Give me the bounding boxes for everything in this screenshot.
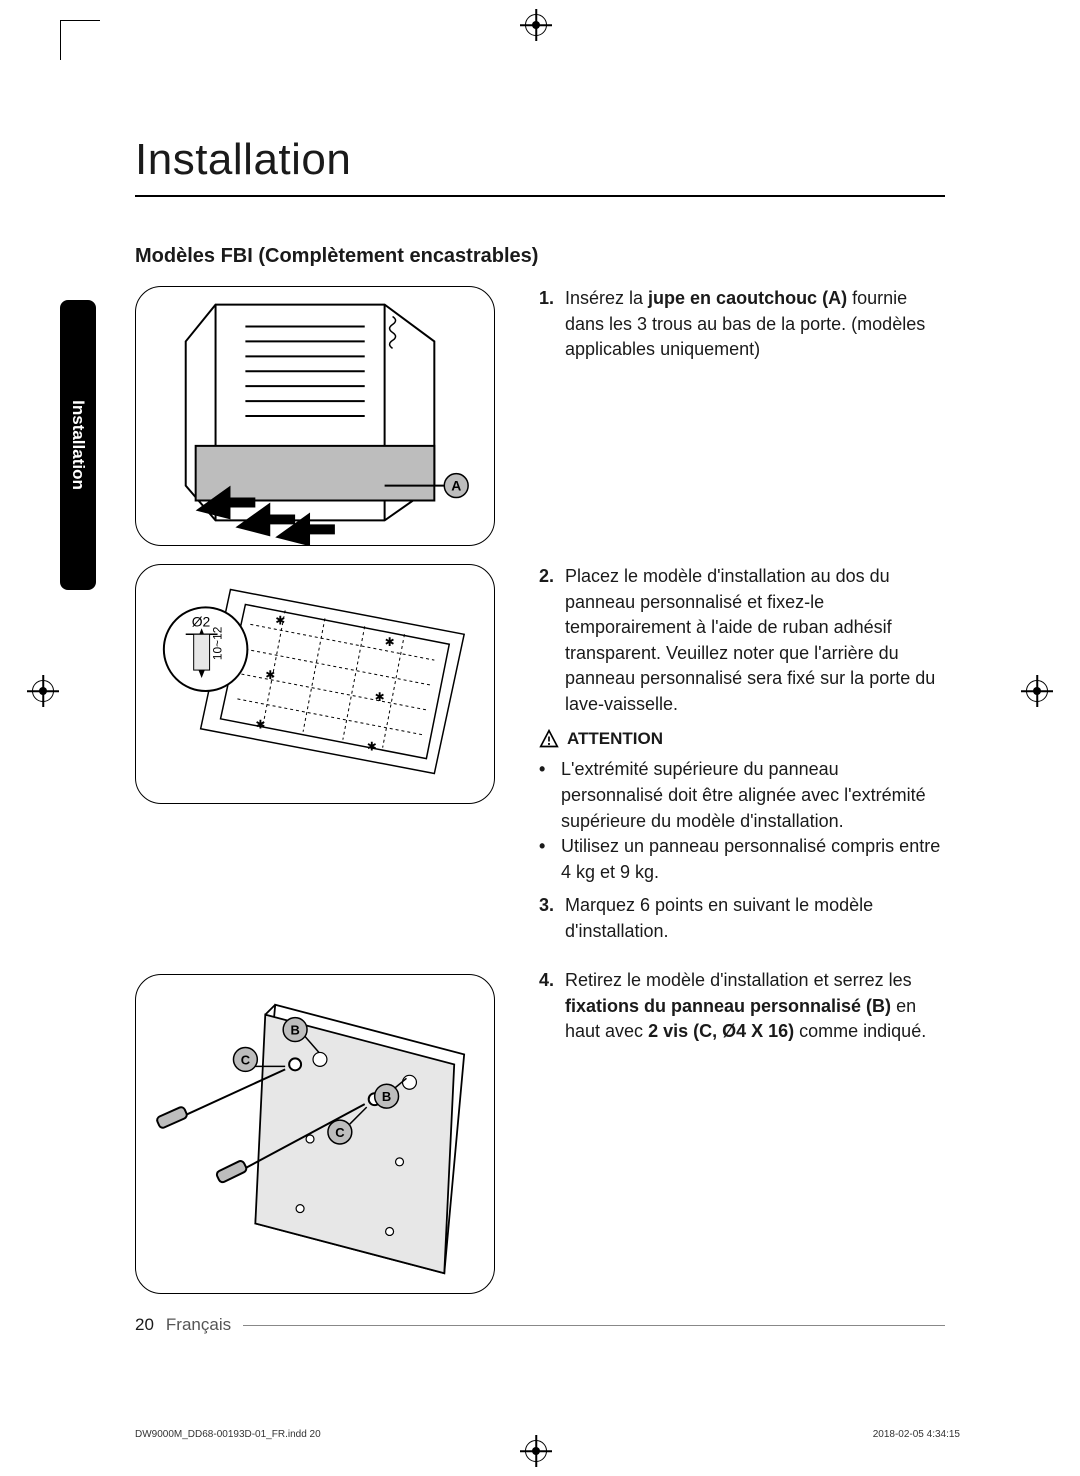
svg-text:✱: ✱ [255, 718, 265, 732]
registration-mark-icon [525, 14, 547, 36]
svg-text:✱: ✱ [265, 668, 275, 682]
attention-bullet: L'extrémité supérieure du panneau person… [539, 757, 945, 834]
svg-text:✱: ✱ [385, 635, 395, 649]
page-footer: 20 Français [135, 1315, 945, 1335]
svg-text:✱: ✱ [375, 690, 385, 704]
callout-a-label: A [451, 478, 461, 494]
step-row-1: A 1. Insérez la jupe en caoutchouc (A) f… [135, 286, 945, 546]
footer-rule [243, 1325, 945, 1326]
svg-text:✱: ✱ [367, 740, 377, 754]
svg-text:✱: ✱ [275, 613, 285, 627]
step-row-2: ✱ ✱ ✱ ✱ ✱ ✱ Ø2 [135, 564, 945, 950]
figure-fixations: B B C C [135, 974, 495, 1294]
svg-text:Ø2: Ø2 [192, 613, 211, 629]
step-number: 2. [539, 564, 565, 717]
page-title: Installation [135, 135, 945, 197]
step-4: 4. Retirez le modèle d'installation et s… [539, 968, 945, 1045]
svg-text:10~12: 10~12 [211, 626, 225, 660]
imprint-file: DW9000M_DD68-00193D-01_FR.indd 20 [135, 1429, 321, 1440]
section-tab-label: Installation [68, 400, 88, 490]
svg-text:B: B [382, 1089, 391, 1104]
figure-rubber-skirt: A [135, 286, 495, 546]
step-2: 2. Placez le modèle d'installation au do… [539, 564, 945, 717]
section-subtitle: Modèles FBI (Complètement encastrables) [135, 245, 945, 268]
step-1: 1. Insérez la jupe en caoutchouc (A) fou… [539, 286, 945, 363]
page-language: Français [166, 1315, 231, 1335]
svg-text:C: C [241, 1053, 250, 1068]
imprint-line: DW9000M_DD68-00193D-01_FR.indd 20 2018-0… [135, 1429, 960, 1440]
svg-text:C: C [335, 1125, 344, 1140]
registration-mark-icon [32, 680, 54, 702]
attention-label: ATTENTION [567, 727, 663, 751]
registration-mark-icon [525, 1440, 547, 1462]
page-number: 20 [135, 1315, 154, 1335]
page-content: Installation Modèles FBI (Complètement e… [135, 135, 945, 1335]
step-text: Marquez 6 points en suivant le modèle d'… [565, 893, 945, 944]
step-3: 3. Marquez 6 points en suivant le modèle… [539, 893, 945, 944]
imprint-stamp: 2018-02-05 4:34:15 [873, 1429, 960, 1440]
step-row-3: B B C C [135, 968, 945, 1294]
step-number: 3. [539, 893, 565, 944]
svg-text:B: B [290, 1023, 299, 1038]
attention-bullet: Utilisez un panneau personnalisé compris… [539, 834, 945, 885]
figure-template: ✱ ✱ ✱ ✱ ✱ ✱ Ø2 [135, 564, 495, 804]
crop-mark [60, 20, 100, 60]
step-text: Placez le modèle d'installation au dos d… [565, 564, 945, 717]
step-text: Retirez le modèle d'installation et serr… [565, 968, 945, 1045]
section-tab: Installation [60, 300, 96, 590]
warning-icon [539, 729, 559, 749]
attention-heading: ATTENTION [539, 727, 945, 751]
step-number: 1. [539, 286, 565, 363]
step-number: 4. [539, 968, 565, 1045]
registration-mark-icon [1026, 680, 1048, 702]
step-text: Insérez la jupe en caoutchouc (A) fourni… [565, 286, 945, 363]
